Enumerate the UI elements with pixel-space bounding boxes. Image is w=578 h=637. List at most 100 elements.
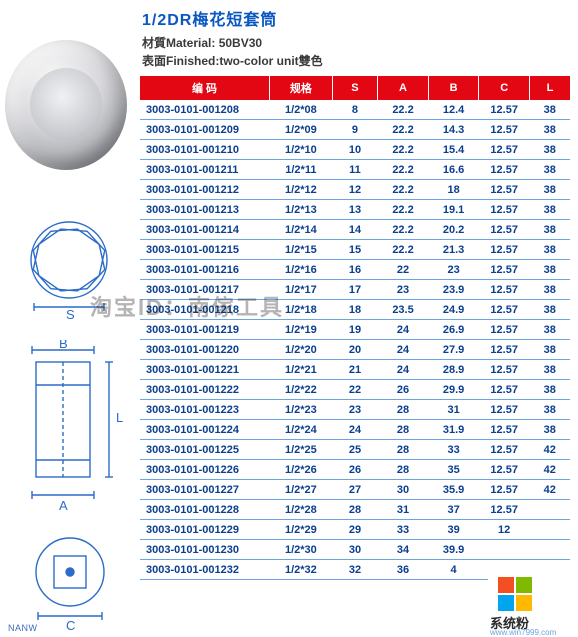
- corner-badge: 系统粉 www.win7999.com: [488, 575, 578, 635]
- cell-code: 3003-0101-001219: [140, 320, 270, 340]
- col-L: L: [529, 76, 570, 100]
- cell-code: 3003-0101-001208: [140, 100, 270, 120]
- cell-spec: 1/2*14: [270, 220, 333, 240]
- page-title: 1/2DR梅花短套筒: [140, 0, 578, 34]
- cell-spec: 1/2*29: [270, 520, 333, 540]
- cell-S: 25: [332, 440, 378, 460]
- cell-A: 23: [378, 280, 429, 300]
- cell-C: 12.57: [479, 160, 530, 180]
- cell-A: 28: [378, 440, 429, 460]
- cell-S: 8: [332, 100, 378, 120]
- cell-B: 4: [428, 560, 479, 580]
- cell-B: 37: [428, 500, 479, 520]
- cell-spec: 1/2*09: [270, 120, 333, 140]
- ms-logo-icon: [498, 577, 532, 611]
- cell-L: 38: [529, 240, 570, 260]
- cell-L: 38: [529, 380, 570, 400]
- cell-spec: 1/2*28: [270, 500, 333, 520]
- cell-C: 12.57: [479, 340, 530, 360]
- cell-S: 22: [332, 380, 378, 400]
- table-row: 3003-0101-0012211/2*21212428.912.5738: [140, 360, 570, 380]
- cell-C: 12.57: [479, 100, 530, 120]
- diagram-bottom-c: C: [24, 534, 119, 632]
- cell-B: 39.9: [428, 540, 479, 560]
- cell-B: 31.9: [428, 420, 479, 440]
- col-A: A: [378, 76, 429, 100]
- cell-C: 12.57: [479, 280, 530, 300]
- cell-L: 42: [529, 440, 570, 460]
- cell-S: 20: [332, 340, 378, 360]
- table-row: 3003-0101-0012291/2*2929333912: [140, 520, 570, 540]
- cell-C: 12: [479, 520, 530, 540]
- cell-A: 22.2: [378, 160, 429, 180]
- cell-spec: 1/2*32: [270, 560, 333, 580]
- cell-A: 22.2: [378, 200, 429, 220]
- cell-S: 15: [332, 240, 378, 260]
- material-label: 材質Material:: [142, 36, 215, 50]
- meta-block: 材質Material: 50BV30 表面Finished:two-color …: [140, 34, 578, 70]
- table-row: 3003-0101-0012111/2*111122.216.612.5738: [140, 160, 570, 180]
- cell-B: 21.3: [428, 240, 479, 260]
- cell-A: 22.2: [378, 220, 429, 240]
- cell-L: 38: [529, 260, 570, 280]
- cell-spec: 1/2*16: [270, 260, 333, 280]
- cell-B: 19.1: [428, 200, 479, 220]
- cell-L: 38: [529, 120, 570, 140]
- table-row: 3003-0101-0012151/2*151522.221.312.5738: [140, 240, 570, 260]
- cell-spec: 1/2*19: [270, 320, 333, 340]
- cell-spec: 1/2*30: [270, 540, 333, 560]
- cell-S: 12: [332, 180, 378, 200]
- cell-S: 21: [332, 360, 378, 380]
- cell-spec: 1/2*15: [270, 240, 333, 260]
- cell-B: 29.9: [428, 380, 479, 400]
- cell-C: 12.57: [479, 440, 530, 460]
- table-row: 3003-0101-0012271/2*27273035.912.5742: [140, 480, 570, 500]
- cell-L: [529, 520, 570, 540]
- material-value: 50BV30: [219, 36, 262, 50]
- cell-B: 24.9: [428, 300, 479, 320]
- table-row: 3003-0101-0012301/2*30303439.9: [140, 540, 570, 560]
- cell-L: 38: [529, 400, 570, 420]
- cell-spec: 1/2*11: [270, 160, 333, 180]
- col-B: B: [428, 76, 479, 100]
- cell-L: 38: [529, 180, 570, 200]
- cell-S: 9: [332, 120, 378, 140]
- cell-B: 16.6: [428, 160, 479, 180]
- cell-A: 22.2: [378, 240, 429, 260]
- cell-A: 36: [378, 560, 429, 580]
- finish-label: 表面Finished:: [142, 54, 219, 68]
- label-a: A: [59, 498, 68, 513]
- cell-S: 13: [332, 200, 378, 220]
- col-S: S: [332, 76, 378, 100]
- table-row: 3003-0101-0012231/2*2323283112.5738: [140, 400, 570, 420]
- cell-C: 12.57: [479, 220, 530, 240]
- cell-A: 33: [378, 520, 429, 540]
- cell-spec: 1/2*25: [270, 440, 333, 460]
- cell-spec: 1/2*23: [270, 400, 333, 420]
- cell-B: 15.4: [428, 140, 479, 160]
- table-body: 3003-0101-0012081/2*08822.212.412.573830…: [140, 100, 570, 580]
- table-row: 3003-0101-0012101/2*101022.215.412.5738: [140, 140, 570, 160]
- cell-spec: 1/2*17: [270, 280, 333, 300]
- cell-A: 30: [378, 480, 429, 500]
- cell-A: 28: [378, 460, 429, 480]
- cell-code: 3003-0101-001221: [140, 360, 270, 380]
- cell-C: 12.57: [479, 140, 530, 160]
- cell-C: 12.57: [479, 360, 530, 380]
- cell-spec: 1/2*21: [270, 360, 333, 380]
- cell-C: 12.57: [479, 200, 530, 220]
- cell-C: 12.57: [479, 260, 530, 280]
- col-C: C: [479, 76, 530, 100]
- cell-S: 17: [332, 280, 378, 300]
- cell-code: 3003-0101-001213: [140, 200, 270, 220]
- cell-A: 24: [378, 340, 429, 360]
- cell-B: 20.2: [428, 220, 479, 240]
- cell-L: 38: [529, 140, 570, 160]
- cell-spec: 1/2*27: [270, 480, 333, 500]
- cell-B: 39: [428, 520, 479, 540]
- cell-C: 12.57: [479, 320, 530, 340]
- cell-code: 3003-0101-001217: [140, 280, 270, 300]
- cell-A: 28: [378, 420, 429, 440]
- cell-code: 3003-0101-001210: [140, 140, 270, 160]
- table-row: 3003-0101-0012181/2*181823.524.912.5738: [140, 300, 570, 320]
